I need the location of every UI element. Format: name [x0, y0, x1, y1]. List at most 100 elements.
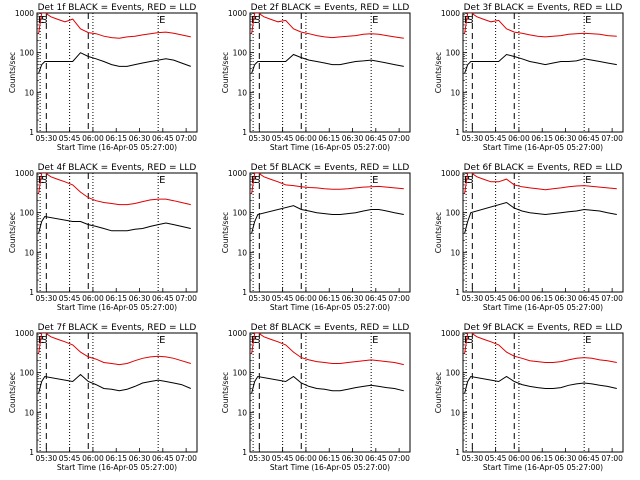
y-axis-label: Counts/sec — [434, 212, 443, 253]
x-tick-label: 06:30 — [342, 134, 364, 143]
flag-label: S — [467, 15, 473, 26]
lld-series-line — [464, 13, 617, 38]
flag-label: E — [585, 335, 591, 346]
x-tick-label: 06:30 — [129, 294, 151, 303]
x-tick-label: 06:00 — [508, 454, 530, 463]
flag-label: S — [41, 175, 47, 186]
x-tick-label: 05:45 — [485, 454, 507, 463]
x-tick-label: 06:15 — [531, 134, 553, 143]
x-tick-label: 05:45 — [272, 454, 294, 463]
flag-label: S — [254, 175, 260, 186]
panel-title: Det 1f BLACK = Events, RED = LLD — [38, 3, 197, 13]
y-axis-label: Counts/sec — [221, 52, 230, 93]
y-tick-label: 1 — [29, 128, 34, 137]
x-tick-label: 06:00 — [508, 134, 530, 143]
y-tick-label: 1000 — [441, 169, 460, 178]
flag-label: E — [159, 15, 165, 26]
x-tick-label: 06:00 — [295, 134, 317, 143]
x-tick-label: 05:30 — [36, 294, 58, 303]
lld-series-line — [38, 13, 191, 39]
y-tick-label: 1000 — [228, 9, 247, 18]
flag-label: E — [464, 335, 470, 346]
flag-label: S — [467, 175, 473, 186]
x-tick-label: 06:00 — [295, 454, 317, 463]
panel-title: Det 8f BLACK = Events, RED = LLD — [251, 323, 410, 333]
x-tick-label: 07:00 — [175, 294, 197, 303]
x-tick-label: 05:45 — [272, 134, 294, 143]
flag-label: E — [585, 15, 591, 26]
y-tick-label: 10 — [237, 248, 247, 257]
x-tick-label: 06:15 — [318, 134, 340, 143]
x-tick-label: 06:00 — [295, 294, 317, 303]
x-tick-label: 06:15 — [531, 294, 553, 303]
y-tick-label: 10 — [450, 408, 460, 417]
y-tick-label: 100 — [446, 369, 461, 378]
flag-label: S — [254, 335, 260, 346]
x-tick-label: 05:30 — [462, 134, 484, 143]
events-series-line — [38, 52, 191, 74]
y-tick-label: 1 — [455, 128, 460, 137]
y-tick-label: 1000 — [441, 329, 460, 338]
x-tick-label: 07:00 — [601, 454, 623, 463]
y-tick-label: 10 — [24, 88, 34, 97]
flag-label: E — [159, 335, 165, 346]
x-tick-label: 06:45 — [578, 294, 600, 303]
lld-series-line — [251, 13, 404, 39]
x-tick-label: 05:30 — [249, 454, 271, 463]
x-tick-label: 05:30 — [36, 134, 58, 143]
flag-label: E — [372, 175, 378, 186]
x-tick-label: 06:45 — [365, 134, 387, 143]
x-tick-label: 06:00 — [82, 134, 104, 143]
x-tick-label: 06:15 — [105, 294, 127, 303]
lld-series-line — [464, 333, 617, 363]
plot-frame — [249, 12, 411, 133]
x-tick-label: 06:30 — [129, 134, 151, 143]
x-tick-label: 05:30 — [462, 454, 484, 463]
plot-frame — [462, 12, 624, 133]
y-axis-label: Counts/sec — [434, 52, 443, 93]
flag-label: E — [251, 335, 257, 346]
x-tick-label: 06:30 — [129, 454, 151, 463]
y-axis-label: Counts/sec — [434, 372, 443, 413]
plot-frame — [249, 172, 411, 293]
panel-title: Det 2f BLACK = Events, RED = LLD — [251, 3, 410, 13]
x-tick-label: 05:30 — [249, 294, 271, 303]
events-series-line — [38, 373, 191, 394]
y-tick-label: 1 — [29, 288, 34, 297]
y-tick-label: 1 — [455, 448, 460, 457]
y-tick-label: 1000 — [15, 169, 34, 178]
x-tick-label: 07:00 — [388, 294, 410, 303]
panel-title: Det 3f BLACK = Events, RED = LLD — [464, 3, 623, 13]
events-series-line — [464, 201, 617, 234]
x-tick-label: 06:30 — [555, 294, 577, 303]
x-tick-label: 05:45 — [59, 294, 81, 303]
x-tick-label: 07:00 — [388, 454, 410, 463]
events-series-line — [464, 375, 617, 394]
y-tick-label: 100 — [446, 209, 461, 218]
flag-label: E — [464, 175, 470, 186]
x-tick-label: 06:15 — [318, 294, 340, 303]
x-tick-label: 07:00 — [388, 134, 410, 143]
x-tick-label: 05:30 — [462, 294, 484, 303]
x-tick-label: 06:45 — [578, 134, 600, 143]
plot-frame — [249, 332, 411, 453]
flag-label: S — [41, 335, 47, 346]
x-tick-label: 07:00 — [175, 454, 197, 463]
x-axis-label: Start Time (16-Apr-05 05:27:00) — [270, 463, 390, 472]
flag-label: E — [464, 15, 470, 26]
x-tick-label: 06:30 — [555, 134, 577, 143]
y-tick-label: 10 — [450, 88, 460, 97]
y-tick-label: 100 — [233, 369, 248, 378]
x-tick-label: 06:15 — [531, 454, 553, 463]
y-tick-label: 1 — [242, 288, 247, 297]
y-tick-label: 10 — [24, 248, 34, 257]
flag-label: S — [41, 15, 47, 26]
flag-label: E — [251, 175, 257, 186]
y-axis-label: Counts/sec — [221, 212, 230, 253]
x-tick-label: 06:15 — [318, 454, 340, 463]
events-series-line — [251, 53, 404, 74]
x-tick-label: 07:00 — [601, 294, 623, 303]
x-axis-label: Start Time (16-Apr-05 05:27:00) — [270, 303, 390, 312]
flag-label: E — [159, 175, 165, 186]
